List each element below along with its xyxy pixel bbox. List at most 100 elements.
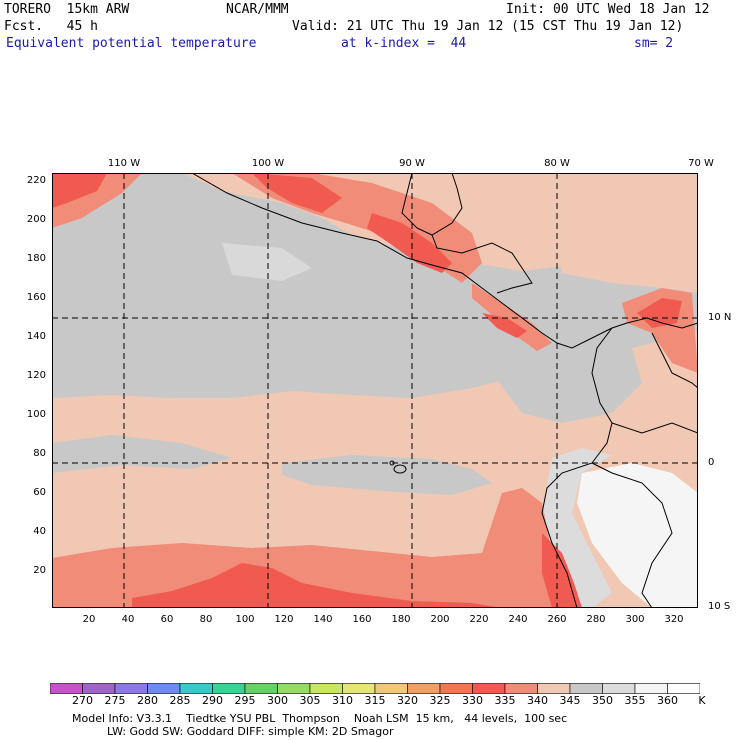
lat-tick-label: 10 N [708, 312, 732, 323]
colorbar-swatch [114, 683, 148, 694]
y-tick-label: 200 [26, 214, 46, 225]
y-tick-label: 160 [26, 292, 46, 303]
colorbar-tick-label: 360 [657, 694, 678, 707]
x-tick-label: 100 [235, 614, 255, 625]
x-tick-label: 60 [160, 614, 174, 625]
colorbar-tick-label: 280 [137, 694, 158, 707]
colorbar-tick-label: 340 [527, 694, 548, 707]
x-tick-label: 240 [508, 614, 528, 625]
gray-region-light [222, 243, 312, 281]
colorbar-tick-label: 345 [559, 694, 581, 707]
colorbar-tick-label: 325 [429, 694, 451, 707]
lon-tick-label: 110 W [107, 158, 141, 169]
field-name: Equivalent potential temperature [6, 36, 257, 51]
colorbar-swatch [147, 683, 181, 694]
red-region-venezuela [637, 298, 682, 328]
colorbar-tick-label: 305 [299, 694, 321, 707]
colorbar-swatch [179, 683, 213, 694]
colorbar-tick-label: 330 [462, 694, 483, 707]
lon-tick-label: 70 W [688, 158, 714, 169]
colorbar [50, 683, 700, 694]
colorbar-tick-label: 355 [624, 694, 646, 707]
salmon-region-south [52, 488, 582, 608]
x-tick-label: 160 [352, 614, 372, 625]
gray-region-east [492, 333, 642, 423]
y-tick-label: 180 [26, 253, 46, 264]
graticule [52, 173, 698, 608]
x-tick-label: 300 [625, 614, 645, 625]
colorbar-swatch [602, 683, 636, 694]
y-tick-label: 80 [33, 448, 46, 459]
colorbar-swatch [277, 683, 311, 694]
x-tick-label: 220 [469, 614, 489, 625]
y-tick-label: 40 [33, 526, 46, 537]
colorbar-tick-label: 295 [234, 694, 256, 707]
colorbar-swatch [439, 683, 473, 694]
init-time: Init: 00 UTC Wed 18 Jan 12 [506, 2, 710, 17]
y-tick-label: 140 [26, 331, 46, 342]
colorbar-swatch [634, 683, 668, 694]
valid-time: Valid: 21 UTC Thu 19 Jan 12 (15 CST Thu … [292, 19, 684, 34]
lon-tick-label: 90 W [399, 158, 425, 169]
red-region-mexico [252, 173, 342, 213]
colorbar-swatch [374, 683, 408, 694]
y-tick-label: 120 [26, 370, 46, 381]
colorbar-unit: K [698, 694, 706, 707]
colorbar-tick-label: 285 [169, 694, 191, 707]
colorbar-swatch [244, 683, 278, 694]
theta-e-map [52, 173, 698, 608]
gray-region-south [282, 455, 492, 495]
colorbar-swatch [309, 683, 343, 694]
level-info: at k-index = 44 [341, 36, 467, 51]
colorbar-swatch [569, 683, 603, 694]
model-name: TORERO 15km ARW [4, 2, 130, 17]
model-info-line1: Model Info: V3.3.1 Tiedtke YSU PBL Thomp… [72, 712, 568, 725]
x-tick-label: 180 [391, 614, 411, 625]
colorbar-tick-label: 290 [202, 694, 223, 707]
forecast-hour: Fcst. 45 h [4, 19, 98, 34]
colorbar-tick-label: 275 [104, 694, 126, 707]
white-region-southeast [577, 463, 698, 608]
colorbar-tick-label: 315 [364, 694, 386, 707]
colorbar-swatch [342, 683, 376, 694]
x-tick-label: 80 [199, 614, 213, 625]
y-tick-label: 60 [33, 487, 46, 498]
x-tick-label: 140 [313, 614, 333, 625]
lon-tick-label: 80 W [544, 158, 570, 169]
red-region-guatemala [367, 213, 452, 273]
x-tick-label: 320 [664, 614, 684, 625]
x-tick-label: 40 [121, 614, 135, 625]
colorbar-swatch [407, 683, 441, 694]
colorbar-swatch [537, 683, 571, 694]
colorbar-swatch [50, 683, 83, 694]
red-region-northwest [52, 173, 107, 208]
colorbar-tick-label: 320 [397, 694, 418, 707]
x-tick-label: 20 [82, 614, 96, 625]
map-frame [52, 173, 698, 608]
red-region-costa-rica [482, 313, 527, 338]
colorbar-swatch [504, 683, 538, 694]
lat-tick-label: 10 S [708, 601, 731, 612]
colorbar-swatch [82, 683, 116, 694]
colorbar-swatch [472, 683, 506, 694]
colorbar-tick-label: 270 [72, 694, 93, 707]
y-tick-label: 20 [33, 565, 46, 576]
x-tick-label: 260 [547, 614, 567, 625]
x-tick-label: 200 [430, 614, 450, 625]
y-tick-label: 100 [26, 409, 46, 420]
smoothing-info: sm= 2 [634, 36, 674, 51]
lon-tick-label: 100 W [251, 158, 285, 169]
red-region-south [132, 563, 502, 608]
y-tick-label: 220 [26, 175, 46, 186]
salmon-region-central-america [472, 283, 552, 351]
colorbar-tick-label: 300 [267, 694, 288, 707]
colorbar-tick-label: 310 [332, 694, 353, 707]
x-tick-label: 120 [274, 614, 294, 625]
colorbar-swatch [212, 683, 246, 694]
lat-tick-label: 0 [708, 457, 715, 468]
tan-region-caribbean [552, 228, 698, 293]
model-info-line2: LW: Godd SW: Goddard DIFF: simple KM: 2D… [72, 725, 394, 738]
colorbar-swatch [667, 683, 700, 694]
colorbar-tick-label: 350 [592, 694, 613, 707]
colorbar-tick-label: 335 [494, 694, 516, 707]
